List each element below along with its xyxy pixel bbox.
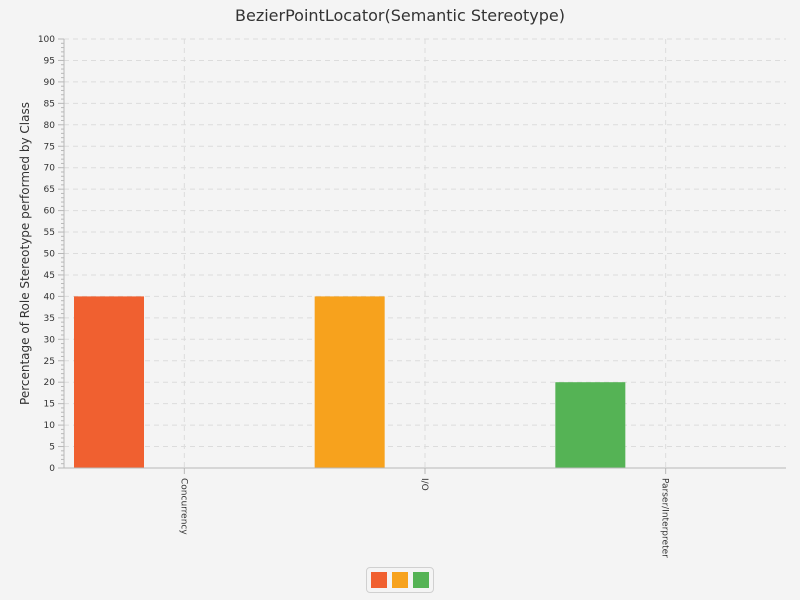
legend: [366, 567, 434, 593]
y-tick-label: 100: [38, 35, 55, 45]
y-tick-label: 15: [44, 400, 55, 410]
y-axis-label: Percentage of Role Stereotype performed …: [18, 102, 32, 405]
y-tick-label: 85: [44, 99, 55, 109]
chart-title: BezierPointLocator(Semantic Stereotype): [235, 6, 565, 25]
y-tick-label: 5: [49, 443, 55, 453]
y-tick-label: 45: [44, 271, 55, 281]
y-tick-label: 75: [44, 142, 55, 152]
y-tick-label: 60: [44, 207, 56, 217]
y-tick-label: 80: [44, 121, 56, 131]
y-tick-label: 25: [44, 357, 55, 367]
y-tick-label: 20: [44, 378, 56, 388]
legend-swatch-1: [371, 572, 387, 588]
legend-swatch-2: [392, 572, 408, 588]
x-tick-label: Concurrency: [178, 478, 188, 535]
y-tick-label: 40: [44, 292, 56, 302]
x-tick-label: Parser/Interpreter: [660, 478, 670, 558]
y-tick-label: 50: [44, 250, 56, 260]
y-tick-label: 90: [44, 78, 56, 88]
y-tick-label: 35: [44, 314, 55, 324]
y-tick-label: 0: [49, 464, 55, 474]
bar-concurrency: [74, 296, 144, 468]
y-tick-label: 10: [44, 421, 56, 431]
bar-parser-interpreter: [555, 382, 626, 468]
bar-i-o: [314, 296, 385, 468]
y-tick-label: 65: [44, 185, 55, 195]
y-tick-label: 70: [44, 164, 56, 174]
y-tick-label: 55: [44, 228, 55, 238]
y-tick-label: 95: [44, 56, 55, 66]
x-tick-label: I/O: [419, 478, 429, 491]
legend-swatch-3: [413, 572, 429, 588]
y-tick-label: 30: [44, 335, 56, 345]
